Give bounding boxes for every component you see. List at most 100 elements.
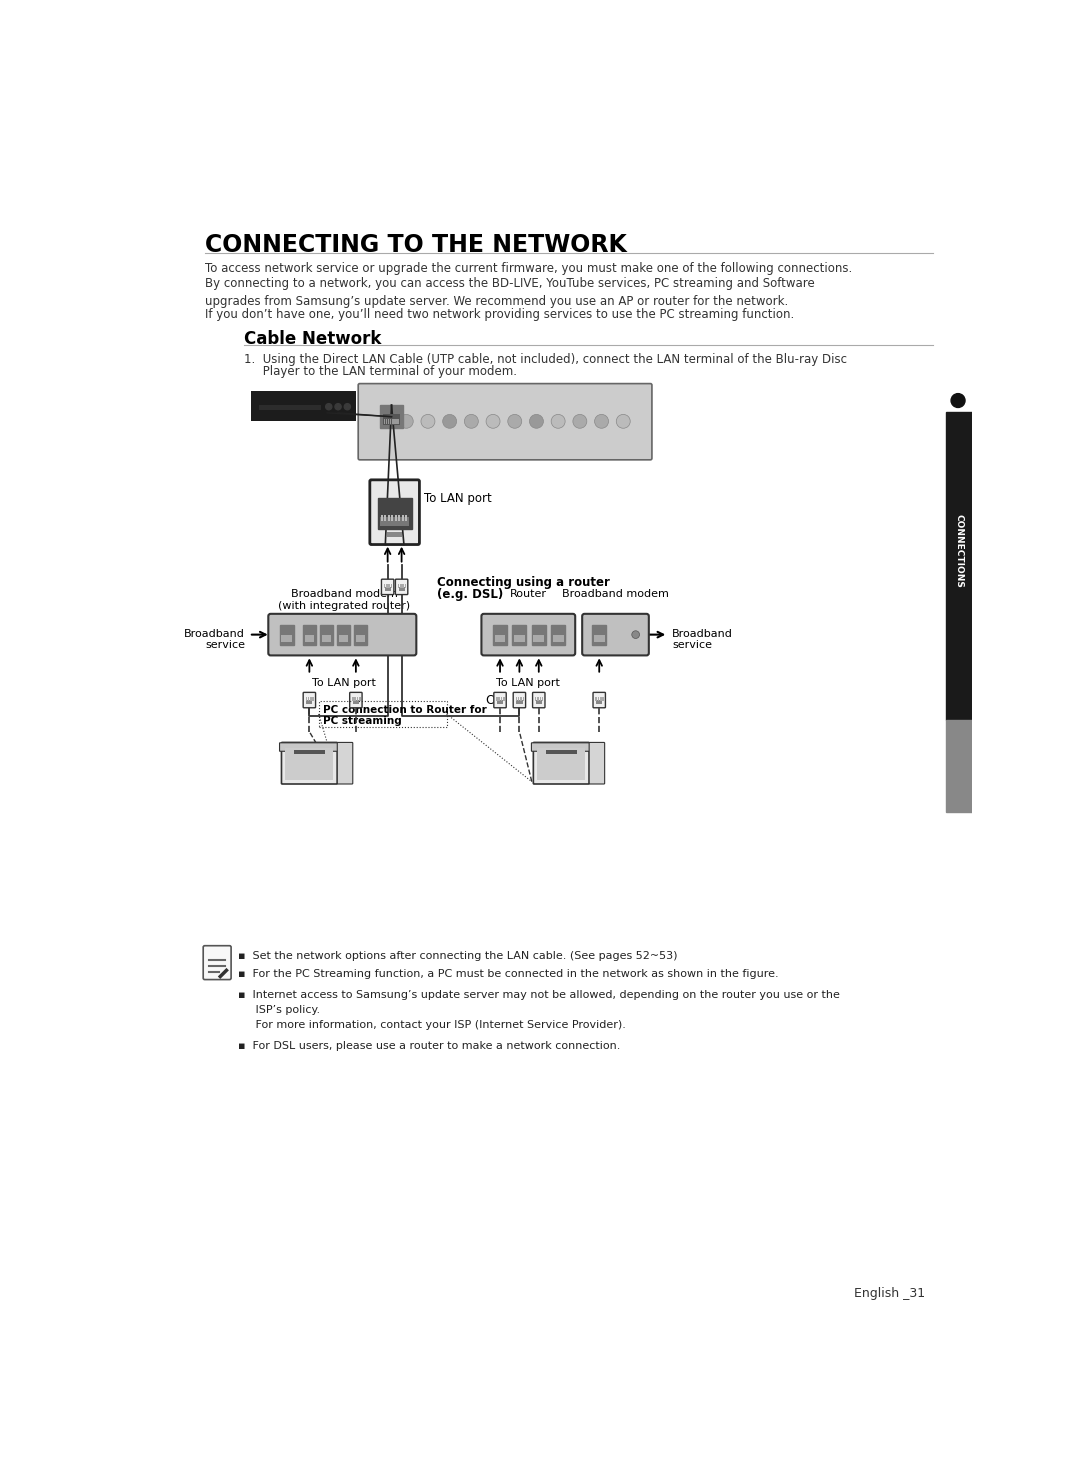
Bar [512, 625, 526, 645]
Bar [597, 697, 599, 702]
Bar [388, 515, 390, 521]
Bar [397, 583, 400, 588]
Bar [337, 625, 350, 645]
Text: (with integrated router): (with integrated router) [279, 601, 410, 611]
Circle shape [345, 403, 350, 409]
Bar [553, 635, 564, 642]
Circle shape [551, 415, 565, 428]
FancyBboxPatch shape [268, 614, 416, 656]
Bar [308, 697, 309, 702]
Bar [400, 583, 402, 588]
Circle shape [486, 415, 500, 428]
Bar [405, 583, 406, 588]
Circle shape [632, 631, 639, 638]
Text: Router: Router [510, 589, 546, 600]
Bar [494, 625, 507, 645]
Bar [392, 419, 393, 424]
Bar [390, 419, 391, 424]
Circle shape [400, 415, 414, 428]
Bar [391, 515, 393, 521]
Bar [322, 635, 332, 642]
Bar [359, 697, 361, 702]
FancyBboxPatch shape [203, 945, 231, 979]
Text: CONNECTING TO THE NETWORK: CONNECTING TO THE NETWORK [205, 233, 626, 257]
Bar [399, 586, 405, 591]
Bar [394, 515, 397, 521]
Bar [353, 700, 359, 705]
Bar [354, 625, 367, 645]
Bar [305, 635, 314, 642]
Text: Broadband modem: Broadband modem [291, 589, 397, 600]
Bar [496, 697, 498, 702]
Bar [285, 747, 334, 780]
Text: CONNECTIONS: CONNECTIONS [955, 514, 963, 588]
Circle shape [951, 393, 966, 408]
Bar [259, 405, 321, 409]
Bar [384, 515, 387, 521]
Text: To LAN port: To LAN port [312, 678, 376, 688]
Text: For more information, contact your ISP (Internet Service Provider).: For more information, contact your ISP (… [238, 1021, 626, 1031]
Bar [545, 750, 577, 753]
Bar [383, 583, 386, 588]
Text: ▪  For DSL users, please use a router to make a network connection.: ▪ For DSL users, please use a router to … [238, 1041, 620, 1052]
Bar [378, 498, 411, 529]
Bar [403, 583, 404, 588]
Text: service: service [672, 640, 712, 650]
Bar [537, 747, 585, 780]
Text: ISP’s policy.: ISP’s policy. [238, 1006, 320, 1015]
Text: ▪  For the PC Streaming function, a PC must be connected in the network as shown: ▪ For the PC Streaming function, a PC mu… [238, 969, 779, 979]
FancyBboxPatch shape [590, 743, 605, 784]
Text: (e.g. DSL): (e.g. DSL) [437, 588, 503, 601]
Bar [307, 700, 312, 705]
FancyBboxPatch shape [359, 384, 652, 459]
FancyBboxPatch shape [593, 693, 606, 707]
Bar [596, 700, 603, 705]
Bar [294, 750, 325, 753]
Bar [356, 635, 365, 642]
Bar [252, 391, 356, 421]
Circle shape [508, 415, 522, 428]
FancyBboxPatch shape [513, 693, 526, 707]
Bar [497, 700, 503, 705]
Bar [395, 419, 397, 424]
Bar [946, 721, 972, 812]
Bar [540, 697, 541, 702]
Bar [600, 697, 602, 702]
Bar [380, 517, 409, 526]
Text: To LAN port: To LAN port [497, 678, 561, 688]
Bar [384, 586, 391, 591]
Bar [603, 697, 604, 702]
Bar [391, 583, 392, 588]
FancyBboxPatch shape [303, 693, 315, 707]
Text: ▪  Set the network options after connecting the LAN cable. (See pages 52~53): ▪ Set the network options after connecti… [238, 951, 677, 962]
Bar [535, 697, 537, 702]
Text: Connecting using a router: Connecting using a router [437, 576, 610, 589]
Bar [551, 625, 565, 645]
Bar [402, 515, 404, 521]
Bar [380, 515, 383, 521]
Bar [354, 697, 356, 702]
Circle shape [617, 415, 631, 428]
Text: PC streaming: PC streaming [323, 716, 402, 727]
Bar [592, 625, 606, 645]
Text: Or: Or [486, 694, 500, 706]
Bar [387, 532, 403, 536]
Bar [319, 702, 446, 727]
Bar [516, 700, 523, 705]
Bar [387, 583, 388, 588]
FancyBboxPatch shape [582, 614, 649, 656]
Text: If you don’t have one, you’ll need two network providing services to use the PC : If you don’t have one, you’ll need two n… [205, 309, 794, 321]
Bar [495, 635, 505, 642]
Circle shape [421, 415, 435, 428]
Bar [352, 697, 353, 702]
FancyBboxPatch shape [494, 693, 507, 707]
Bar [405, 515, 407, 521]
Text: By connecting to a network, you can access the BD-LIVE, YouTube services, PC str: By connecting to a network, you can acce… [205, 278, 814, 309]
Bar [515, 697, 517, 702]
Bar [503, 697, 504, 702]
Bar [594, 635, 605, 642]
Bar [514, 635, 525, 642]
Circle shape [443, 415, 457, 428]
Text: ▪  Internet access to Samsung’s update server may not be allowed, depending on t: ▪ Internet access to Samsung’s update se… [238, 990, 840, 1000]
Bar [501, 697, 502, 702]
